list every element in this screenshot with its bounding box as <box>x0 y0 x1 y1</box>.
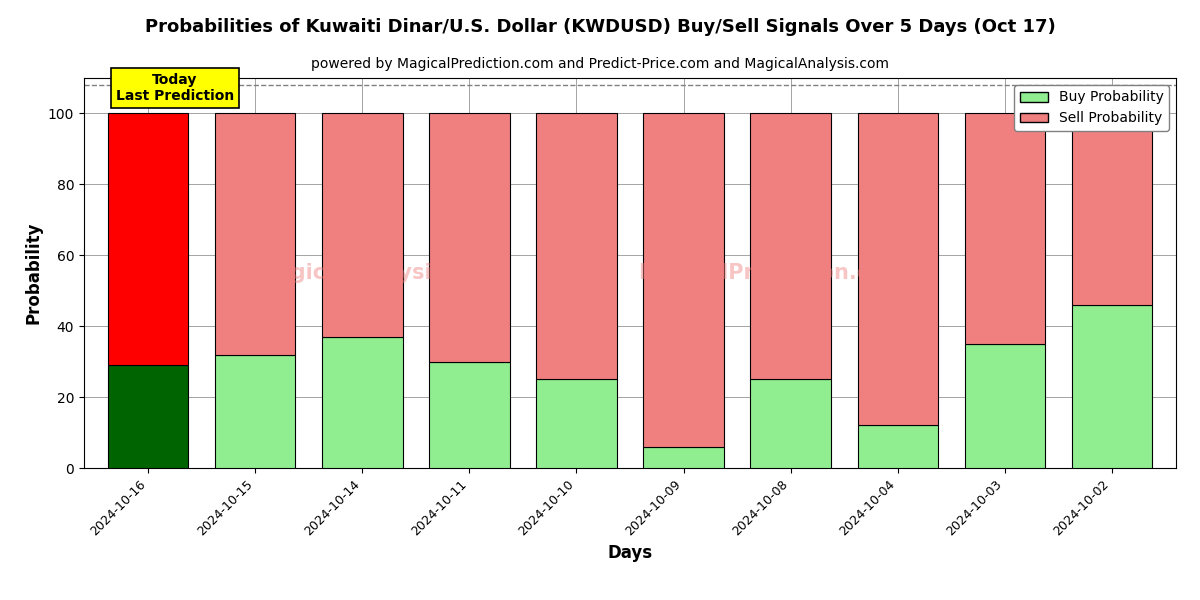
Bar <box>1072 113 1152 305</box>
Bar <box>750 113 830 379</box>
Bar <box>430 113 510 362</box>
Text: Today
Last Prediction: Today Last Prediction <box>116 73 234 103</box>
Bar <box>323 337 402 468</box>
Y-axis label: Probability: Probability <box>24 222 42 324</box>
Bar <box>965 113 1045 344</box>
Text: MagicalPrediction.com: MagicalPrediction.com <box>638 263 906 283</box>
Bar <box>323 113 402 337</box>
Legend: Buy Probability, Sell Probability: Buy Probability, Sell Probability <box>1014 85 1169 131</box>
Bar <box>430 362 510 468</box>
Bar <box>536 113 617 379</box>
Text: powered by MagicalPrediction.com and Predict-Price.com and MagicalAnalysis.com: powered by MagicalPrediction.com and Pre… <box>311 57 889 71</box>
Bar <box>215 113 295 355</box>
Bar <box>1072 305 1152 468</box>
Bar <box>643 447 724 468</box>
X-axis label: Days: Days <box>607 544 653 562</box>
Bar <box>536 379 617 468</box>
Bar <box>858 113 937 425</box>
Bar <box>750 379 830 468</box>
Bar <box>108 113 188 365</box>
Text: Probabilities of Kuwaiti Dinar/U.S. Dollar (KWDUSD) Buy/Sell Signals Over 5 Days: Probabilities of Kuwaiti Dinar/U.S. Doll… <box>145 18 1055 36</box>
Bar <box>643 113 724 447</box>
Text: MagicalAnalysis.com: MagicalAnalysis.com <box>257 263 502 283</box>
Bar <box>965 344 1045 468</box>
Bar <box>215 355 295 468</box>
Bar <box>108 365 188 468</box>
Bar <box>858 425 937 468</box>
